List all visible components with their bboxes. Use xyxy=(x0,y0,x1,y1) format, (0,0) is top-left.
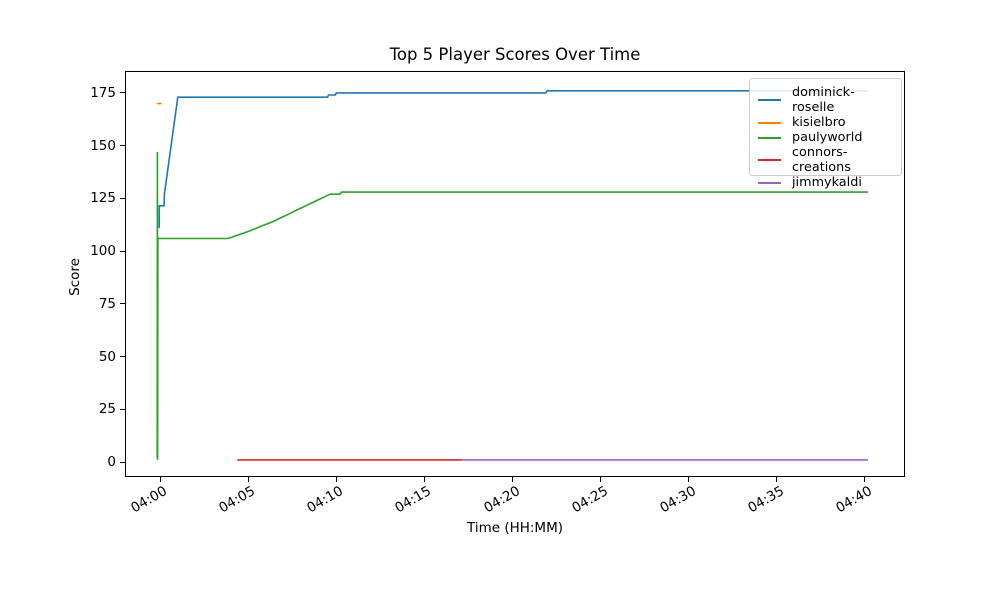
x-tick-label: 04:35 xyxy=(744,483,787,517)
x-tick-mark xyxy=(511,477,513,482)
y-tick-label: 0 xyxy=(107,454,116,470)
x-tick-label: 04:15 xyxy=(392,483,435,517)
legend-swatch xyxy=(758,136,781,139)
legend-label: paulyworld xyxy=(792,130,863,145)
legend-label: jimmykaldi xyxy=(792,175,862,190)
y-tick-label: 75 xyxy=(98,295,116,312)
x-tick-label: 04:20 xyxy=(480,483,523,517)
y-tick-label: 125 xyxy=(90,190,116,207)
x-tick-mark xyxy=(423,477,425,482)
y-tick-mark xyxy=(120,356,125,358)
y-tick-label: 150 xyxy=(90,137,116,154)
x-tick-label: 04:25 xyxy=(568,483,611,517)
legend-item-connors-creations: connors-creations xyxy=(758,145,895,175)
x-tick-mark xyxy=(159,477,161,482)
y-tick-mark xyxy=(120,92,125,94)
x-tick-label: 04:30 xyxy=(656,483,699,517)
y-tick-mark xyxy=(120,461,125,463)
y-tick-mark xyxy=(120,145,125,147)
legend-label: kisielbro xyxy=(792,115,846,130)
legend-swatch xyxy=(758,159,781,161)
x-tick-label: 04:05 xyxy=(216,483,259,517)
y-tick-label: 175 xyxy=(90,84,116,101)
y-tick-label: 50 xyxy=(98,348,116,365)
y-tick-mark xyxy=(120,408,125,410)
y-tick-label: 100 xyxy=(90,243,116,260)
y-axis-label: Score xyxy=(67,258,83,296)
x-tick-label: 04:10 xyxy=(304,483,347,517)
legend: dominick-roselle kisielbro paulyworld conno… xyxy=(749,78,902,190)
x-tick-label: 04:40 xyxy=(832,483,875,517)
y-tick-label: 25 xyxy=(98,401,116,418)
legend-item-jimmykaldi: jimmykaldi xyxy=(758,175,895,190)
legend-label: dominick-roselle xyxy=(792,85,855,115)
legend-label: connors-creations xyxy=(792,145,851,175)
x-tick-mark xyxy=(247,477,249,482)
y-tick-mark xyxy=(120,303,125,305)
x-tick-mark xyxy=(687,477,689,482)
x-tick-mark xyxy=(864,477,865,482)
x-tick-mark xyxy=(776,477,777,482)
legend-swatch xyxy=(758,99,781,101)
y-tick-mark xyxy=(120,250,125,252)
x-tick-mark xyxy=(335,477,337,482)
legend-swatch xyxy=(758,121,781,124)
legend-item-dominick-roselle: dominick-roselle xyxy=(758,85,895,115)
y-tick-mark xyxy=(120,197,125,199)
legend-item-kisielbro: kisielbro xyxy=(758,115,895,130)
x-tick-label: 04:00 xyxy=(128,483,171,517)
x-tick-mark xyxy=(599,477,601,482)
legend-swatch xyxy=(758,181,781,184)
legend-item-paulyworld: paulyworld xyxy=(758,130,895,145)
x-axis-label: Time (HH:MM) xyxy=(466,520,563,536)
chart-title: Top 5 Player Scores Over Time xyxy=(389,45,641,64)
